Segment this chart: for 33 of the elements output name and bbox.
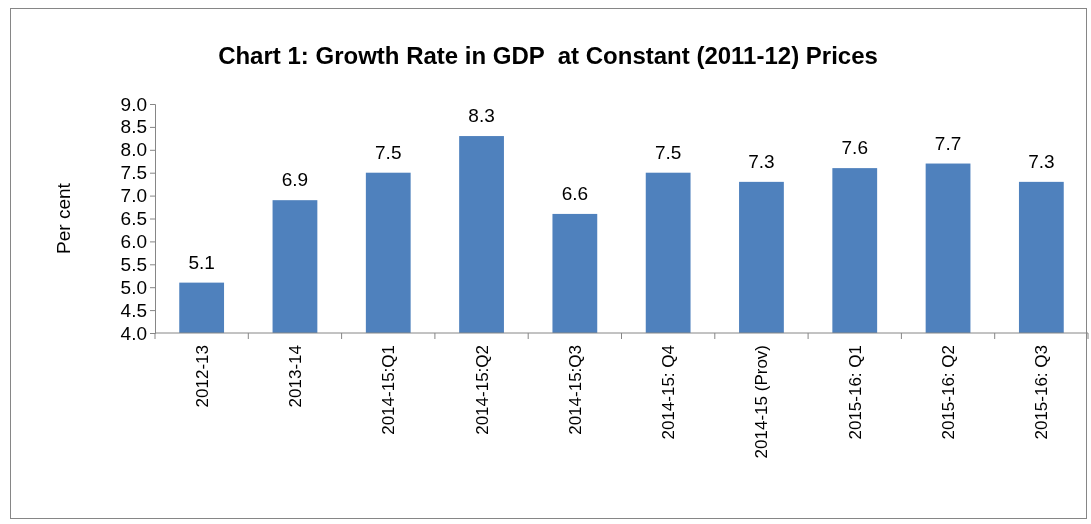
data-label: 6.9	[281, 169, 309, 191]
x-tick-label: 2015-16: Q2	[939, 345, 959, 440]
y-tick-label: 4.0	[120, 322, 147, 344]
y-axis-title: Per cent	[53, 182, 74, 254]
y-tick-label: 6.5	[120, 208, 147, 230]
data-label: 6.6	[561, 182, 589, 204]
data-label: 5.1	[188, 251, 215, 273]
data-label: 7.5	[375, 141, 402, 163]
data-label: 7.7	[934, 132, 962, 154]
x-tick-label: 2014-15:Q1	[379, 345, 399, 435]
data-label: 7.3	[1028, 150, 1055, 172]
x-tick-label: 2013-14	[285, 345, 305, 408]
x-tick-label: 2014-15: Q4	[659, 345, 679, 440]
y-tick-label: 7.0	[120, 185, 147, 207]
y-tick-label: 8.5	[120, 116, 147, 138]
data-label: 8.3	[468, 105, 495, 127]
chart-title: Chart 1: Growth Rate in GDP at Constant (2011-12) Prices	[218, 42, 878, 69]
data-label: 7.6	[841, 137, 868, 159]
x-tick-label: 2014-15:Q2	[472, 345, 492, 435]
y-tick-label: 5.5	[120, 253, 147, 275]
x-tick-label: 2014-15 (Prov)	[752, 345, 772, 459]
y-tick-label: 5.0	[120, 276, 147, 298]
y-tick-label: 4.5	[120, 299, 147, 321]
x-tick-label: 2015-16: Q1	[845, 345, 865, 440]
y-tick-label: 6.0	[120, 230, 147, 252]
data-label: 7.5	[654, 141, 682, 163]
x-tick-label: 2014-15:Q3	[565, 345, 585, 435]
x-tick-label: 2015-16: Q3	[1032, 345, 1052, 440]
y-tick-label: 7.5	[120, 162, 147, 184]
y-tick-label: 8.0	[120, 139, 147, 161]
y-tick-label: 9.0	[120, 93, 147, 115]
data-label: 7.3	[748, 150, 775, 172]
x-tick-label: 2012-13	[192, 345, 212, 408]
